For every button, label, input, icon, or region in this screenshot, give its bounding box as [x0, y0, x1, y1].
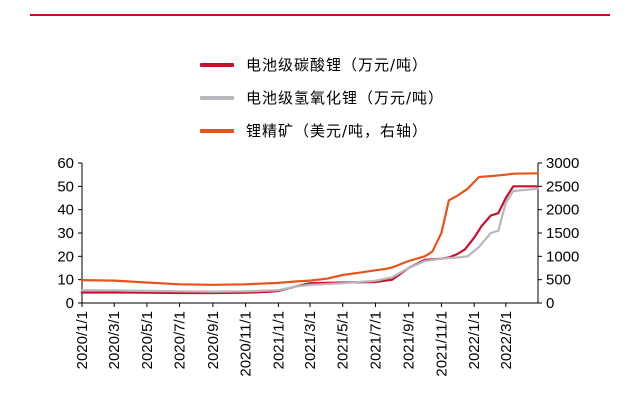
- x-tick-label: 2020/9/1: [205, 311, 222, 369]
- x-tick-label: 2021/9/1: [401, 311, 418, 369]
- right-y-tick-label: 2500: [546, 178, 579, 195]
- x-tick-label: 2020/7/1: [172, 311, 189, 369]
- x-tick-label: 2021/3/1: [302, 311, 319, 369]
- right-y-tick-label: 2000: [546, 202, 579, 219]
- x-tick-label: 2021/1/1: [270, 311, 287, 369]
- legend-label-lithium-carbonate: 电池级碳酸锂（万元/吨）: [246, 56, 429, 74]
- series-line-1: [80, 187, 540, 293]
- x-tick-label: 2021/7/1: [367, 311, 384, 369]
- x-tick-label: 2021/11/1: [433, 311, 450, 377]
- right-y-tick-label: 0: [546, 295, 554, 312]
- legend-swatch-lithium-hydroxide: [200, 95, 234, 100]
- legend-item-spodumene: 锂精矿（美元/吨，右轴）: [200, 114, 444, 147]
- legend-label-spodumene: 锂精矿（美元/吨，右轴）: [246, 122, 429, 140]
- legend-label-lithium-hydroxide: 电池级氢氧化锂（万元/吨）: [246, 89, 445, 107]
- legend-item-lithium-hydroxide: 电池级氢氧化锂（万元/吨）: [200, 81, 444, 114]
- legend-swatch-lithium-carbonate: [200, 62, 234, 67]
- left-y-tick-label: 50: [57, 178, 74, 195]
- x-tick-label: 2020/3/1: [106, 311, 123, 369]
- right-y-tick-label: 1000: [546, 248, 579, 265]
- left-y-tick-label: 60: [57, 155, 74, 172]
- x-tick-label: 2020/11/1: [238, 311, 255, 377]
- left-y-tick-label: 30: [57, 225, 74, 242]
- legend-item-lithium-carbonate: 电池级碳酸锂（万元/吨）: [200, 48, 444, 81]
- header-rule: [30, 14, 610, 16]
- x-tick-label: 2022/1/1: [466, 311, 483, 369]
- chart-series: [80, 172, 540, 295]
- right-y-tick-label: 500: [546, 272, 571, 289]
- left-y-tick-label: 40: [57, 202, 74, 219]
- right-y-tick-label: 3000: [546, 155, 579, 172]
- series-line-2: [80, 172, 540, 286]
- left-y-tick-label: 10: [57, 272, 74, 289]
- left-y-tick-label: 0: [66, 295, 74, 312]
- right-y-tick-label: 1500: [546, 225, 579, 242]
- x-tick-label: 2020/5/1: [139, 311, 156, 369]
- left-y-tick-label: 20: [57, 248, 74, 265]
- chart-legend: 电池级碳酸锂（万元/吨） 电池级氢氧化锂（万元/吨） 锂精矿（美元/吨，右轴）: [200, 48, 444, 147]
- series-line-0: [80, 185, 540, 295]
- x-tick-label: 2020/1/1: [74, 311, 91, 369]
- legend-swatch-spodumene: [200, 128, 234, 133]
- x-tick-label: 2021/5/1: [335, 311, 352, 369]
- chart-tick-labels: 0 10 20 30 40 50 60 0 500 1000 1500 2000 2500 3000 202…: [57, 155, 579, 377]
- x-tick-label: 2022/3/1: [498, 311, 515, 369]
